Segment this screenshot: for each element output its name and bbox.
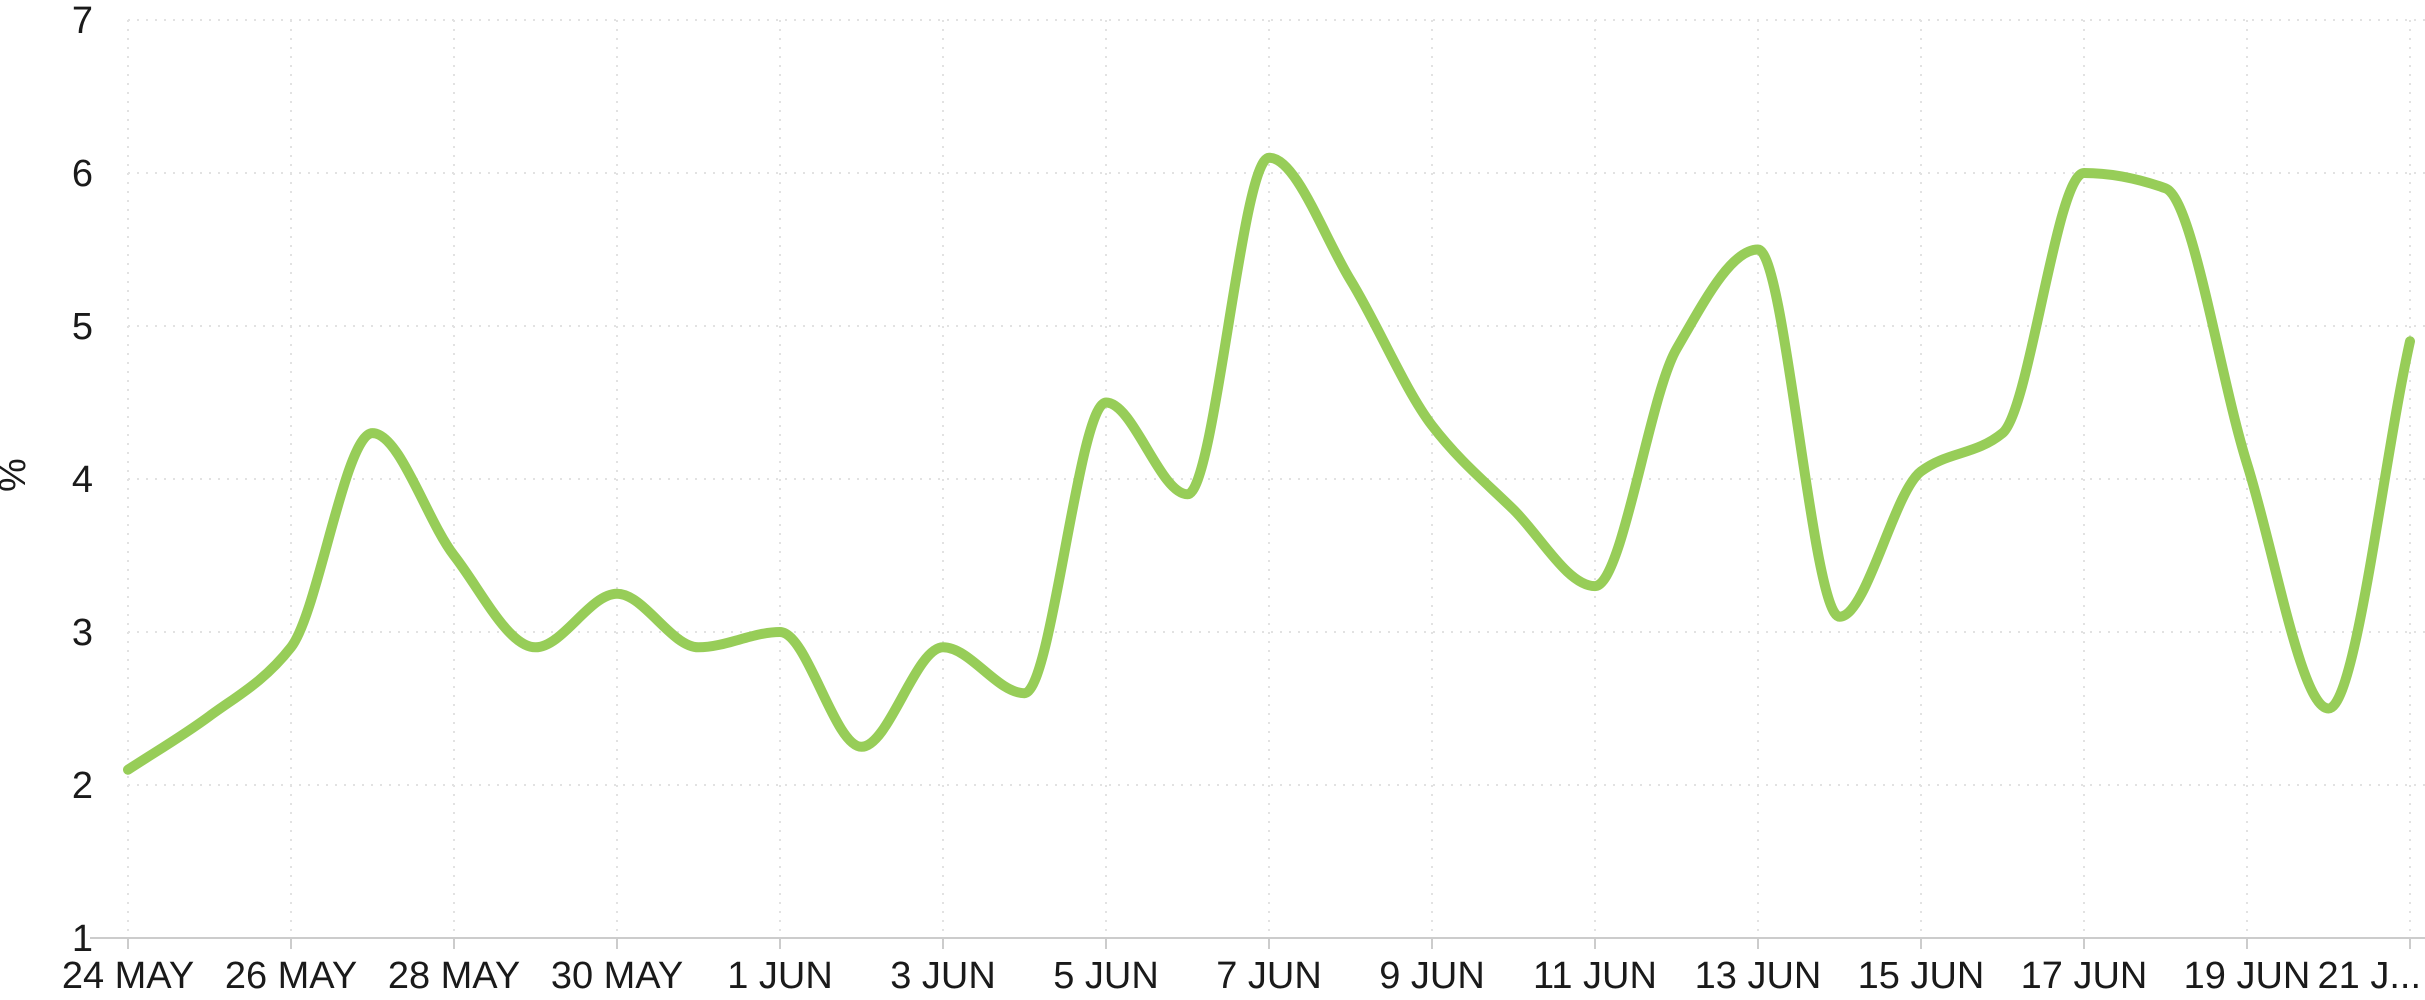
x-tick-label: 7 JUN bbox=[1216, 955, 1322, 997]
x-tick-label: 9 JUN bbox=[1379, 955, 1485, 997]
y-tick-label: 6 bbox=[72, 153, 93, 195]
series-line bbox=[123, 152, 2415, 775]
x-tick-label: 26 MAY bbox=[225, 955, 357, 997]
x-axis-tick-labels: 24 MAY 26 MAY 28 MAY 30 MAY 1 JUN 3 JUN 5 JUN 7… bbox=[62, 955, 2421, 997]
y-axis-tick-labels: 1 2 3 4 5 6 7 bbox=[72, 0, 93, 960]
x-tick-label: 17 JUN bbox=[2021, 955, 2148, 997]
x-tick-label: 5 JUN bbox=[1053, 955, 1159, 997]
y-tick-label: 7 bbox=[72, 0, 93, 42]
horizontal-gridlines bbox=[128, 19, 2425, 786]
x-tick-label: 11 JUN bbox=[1533, 955, 1657, 997]
x-tick-label: 30 MAY bbox=[551, 955, 683, 997]
y-tick-label: 5 bbox=[72, 306, 93, 348]
y-tick-label: 3 bbox=[72, 612, 93, 654]
x-tick-label: 28 MAY bbox=[388, 955, 520, 997]
x-tick-label: 1 JUN bbox=[727, 955, 833, 997]
x-tick-label: 21 J... bbox=[2318, 955, 2422, 997]
x-tick-label: 24 MAY bbox=[62, 955, 194, 997]
x-tick-label: 15 JUN bbox=[1858, 955, 1985, 997]
y-tick-label: 4 bbox=[72, 459, 93, 501]
x-tick-label: 19 JUN bbox=[2184, 955, 2311, 997]
y-tick-label: 2 bbox=[72, 765, 93, 807]
x-tick-label: 13 JUN bbox=[1695, 955, 1822, 997]
y-tick-label: 1 bbox=[72, 918, 93, 960]
x-tick-label: 3 JUN bbox=[890, 955, 996, 997]
y-axis-unit-label: % bbox=[0, 458, 34, 492]
x-axis bbox=[90, 937, 2425, 949]
